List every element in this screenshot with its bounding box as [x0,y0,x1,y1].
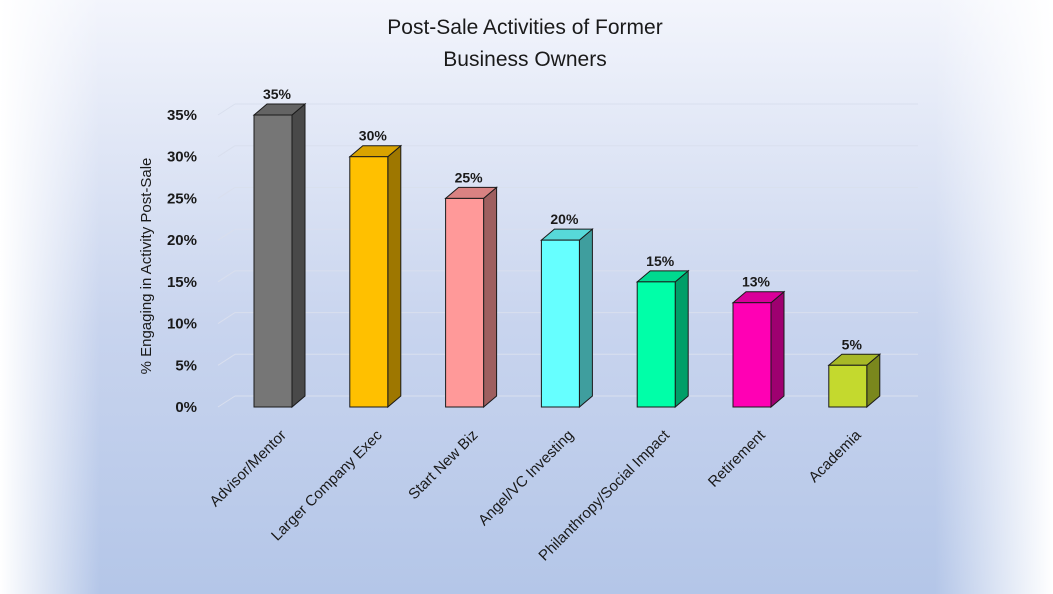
bar-front [540,239,580,408]
y-tick-label: 35% [167,107,197,124]
y-tick-label: 10% [167,316,197,333]
data-label: 25% [455,169,484,185]
gridline-diagonal [217,103,236,116]
y-tick-label: 20% [167,232,197,249]
bar-side [770,290,785,409]
bar [827,353,882,409]
gridline-diagonal [217,228,236,241]
bar-front [636,281,676,408]
y-tick-label: 30% [167,149,197,166]
bar [635,269,690,409]
bar-front [445,197,485,408]
data-label: 20% [550,211,579,227]
gridline-diagonal [217,353,236,366]
bar-front [732,302,772,408]
bar-side [483,186,498,409]
data-label: 15% [646,253,675,269]
y-axis-ticks: 0% 5% 10% 15% 20% 25% 30% 35% [167,107,197,416]
right-fade [935,0,1053,594]
y-tick-label: 15% [167,274,197,291]
bar-front [253,114,293,408]
gridline-diagonal [217,187,236,199]
y-tick-label: 0% [175,399,197,416]
left-fade [0,0,100,594]
gridline-diagonal [217,395,236,408]
data-labels: 35% 30% 25% 20% 15% 13% 5% [263,86,862,352]
chart-title-line-2: Business Owners [443,48,606,71]
bar [348,144,403,409]
bar-side [674,269,689,409]
y-axis-label: % Engaging in Activity Post-Sale [138,158,155,375]
bar-side [387,144,402,409]
bar-side [578,228,593,409]
gridline-diagonal [217,312,236,324]
gridline-diagonal [217,270,236,283]
y-tick-label: 25% [167,190,197,207]
bar [252,102,307,409]
bars [252,102,882,409]
data-label: 13% [742,274,771,290]
bar [731,290,786,409]
y-tick-label: 5% [175,357,197,374]
bar-front [828,364,868,408]
bar [444,186,498,409]
bar-front [349,156,389,408]
bar [540,228,594,409]
bar-side [291,102,306,409]
data-label: 5% [842,336,863,352]
data-label: 35% [263,86,292,102]
gridline-diagonal [217,145,236,158]
chart-title-line-1: Post-Sale Activities of Former [387,16,662,39]
data-label: 30% [359,128,388,144]
